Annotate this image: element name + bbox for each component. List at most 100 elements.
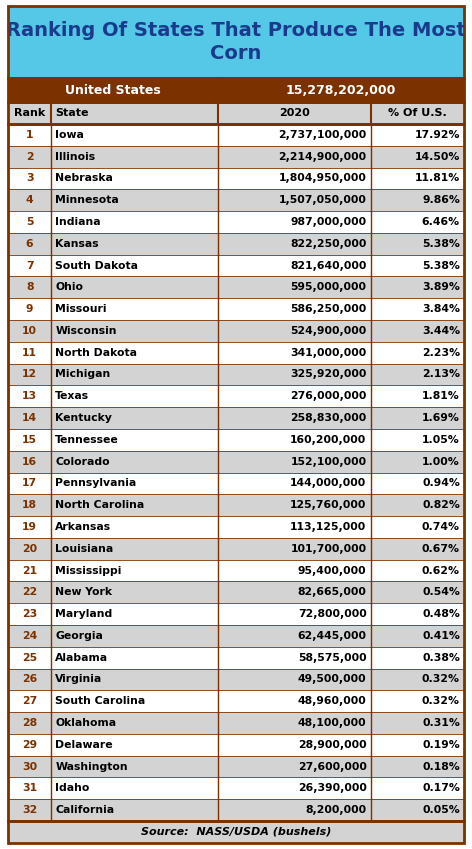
- Text: 160,200,000: 160,200,000: [290, 435, 367, 445]
- Bar: [8, 102, 464, 124]
- Bar: [8, 277, 464, 298]
- Text: 48,960,000: 48,960,000: [298, 696, 367, 706]
- Text: 276,000,000: 276,000,000: [290, 391, 367, 402]
- Text: 11.81%: 11.81%: [415, 173, 460, 183]
- Text: 25: 25: [22, 653, 37, 662]
- Text: Iowa: Iowa: [55, 130, 84, 140]
- Text: Idaho: Idaho: [55, 784, 90, 793]
- Text: 62,445,000: 62,445,000: [297, 631, 367, 641]
- Bar: [8, 582, 464, 603]
- Text: 341,000,000: 341,000,000: [290, 348, 367, 357]
- Text: 15: 15: [22, 435, 37, 445]
- Text: Virginia: Virginia: [55, 674, 102, 684]
- Text: 10: 10: [22, 326, 37, 336]
- Text: Rank: Rank: [14, 108, 45, 118]
- Text: 0.94%: 0.94%: [422, 478, 460, 488]
- Text: 0.41%: 0.41%: [422, 631, 460, 641]
- Text: 28,900,000: 28,900,000: [298, 739, 367, 750]
- Text: 0.54%: 0.54%: [422, 588, 460, 598]
- Text: Missouri: Missouri: [55, 304, 107, 314]
- Bar: [8, 799, 464, 821]
- Text: 5: 5: [26, 217, 34, 227]
- Text: 2.23%: 2.23%: [422, 348, 460, 357]
- Text: 0.05%: 0.05%: [422, 805, 460, 815]
- Text: 27,600,000: 27,600,000: [298, 762, 367, 772]
- Text: 16: 16: [22, 457, 37, 467]
- Text: 987,000,000: 987,000,000: [290, 217, 367, 227]
- Bar: [8, 124, 464, 146]
- Text: 0.32%: 0.32%: [422, 674, 460, 684]
- Bar: [8, 559, 464, 582]
- Bar: [8, 320, 464, 342]
- Bar: [8, 625, 464, 647]
- Bar: [8, 124, 464, 821]
- Text: 2020: 2020: [279, 108, 310, 118]
- Text: Tennessee: Tennessee: [55, 435, 119, 445]
- Bar: [8, 429, 464, 451]
- Bar: [8, 189, 464, 211]
- Text: 30: 30: [22, 762, 37, 772]
- Text: 7: 7: [26, 261, 34, 271]
- Text: New York: New York: [55, 588, 112, 598]
- Text: 95,400,000: 95,400,000: [298, 565, 367, 576]
- Text: Louisiana: Louisiana: [55, 543, 114, 554]
- Text: 125,760,000: 125,760,000: [290, 500, 367, 510]
- Text: 5.38%: 5.38%: [422, 261, 460, 271]
- Text: 0.74%: 0.74%: [422, 522, 460, 532]
- Text: 0.17%: 0.17%: [422, 784, 460, 793]
- Text: 0.18%: 0.18%: [422, 762, 460, 772]
- Text: South Dakota: South Dakota: [55, 261, 138, 271]
- Bar: [8, 473, 464, 494]
- Text: Minnesota: Minnesota: [55, 195, 119, 205]
- Text: 9: 9: [26, 304, 34, 314]
- Text: 6.46%: 6.46%: [422, 217, 460, 227]
- Text: 14.50%: 14.50%: [414, 152, 460, 161]
- Bar: [8, 734, 464, 756]
- Text: 2.13%: 2.13%: [422, 369, 460, 380]
- Bar: [8, 451, 464, 473]
- Text: 13: 13: [22, 391, 37, 402]
- Text: Pennsylvania: Pennsylvania: [55, 478, 136, 488]
- Text: Michigan: Michigan: [55, 369, 110, 380]
- Text: North Carolina: North Carolina: [55, 500, 144, 510]
- Bar: [8, 211, 464, 233]
- Text: 17.92%: 17.92%: [414, 130, 460, 140]
- Bar: [8, 821, 464, 843]
- Text: 26: 26: [22, 674, 37, 684]
- Bar: [8, 298, 464, 320]
- Text: 18: 18: [22, 500, 37, 510]
- Text: Oklahoma: Oklahoma: [55, 718, 117, 728]
- Text: Wisconsin: Wisconsin: [55, 326, 117, 336]
- Text: 11: 11: [22, 348, 37, 357]
- Text: 8,200,000: 8,200,000: [305, 805, 367, 815]
- Text: Ohio: Ohio: [55, 283, 84, 292]
- Text: 1,507,050,000: 1,507,050,000: [278, 195, 367, 205]
- Bar: [8, 408, 464, 429]
- Text: 20: 20: [22, 543, 37, 554]
- Text: Mississippi: Mississippi: [55, 565, 122, 576]
- Text: North Dakota: North Dakota: [55, 348, 137, 357]
- Bar: [8, 756, 464, 778]
- Text: 2: 2: [26, 152, 34, 161]
- Text: 595,000,000: 595,000,000: [291, 283, 367, 292]
- Bar: [8, 78, 464, 102]
- Bar: [8, 78, 464, 102]
- Bar: [8, 167, 464, 189]
- Text: 82,665,000: 82,665,000: [298, 588, 367, 598]
- Text: 0.31%: 0.31%: [422, 718, 460, 728]
- Text: California: California: [55, 805, 114, 815]
- Text: % Of U.S.: % Of U.S.: [388, 108, 447, 118]
- Text: State: State: [55, 108, 89, 118]
- Bar: [8, 363, 464, 385]
- Text: 0.32%: 0.32%: [422, 696, 460, 706]
- Text: 2,214,900,000: 2,214,900,000: [278, 152, 367, 161]
- Text: 101,700,000: 101,700,000: [290, 543, 367, 554]
- Text: South Carolina: South Carolina: [55, 696, 145, 706]
- Text: 8: 8: [26, 283, 34, 292]
- Text: Alabama: Alabama: [55, 653, 109, 662]
- Text: Ranking Of States That Produce The Most
Corn: Ranking Of States That Produce The Most …: [6, 20, 466, 63]
- Text: Texas: Texas: [55, 391, 90, 402]
- Text: 17: 17: [22, 478, 37, 488]
- Text: 32: 32: [22, 805, 37, 815]
- Text: 21: 21: [22, 565, 37, 576]
